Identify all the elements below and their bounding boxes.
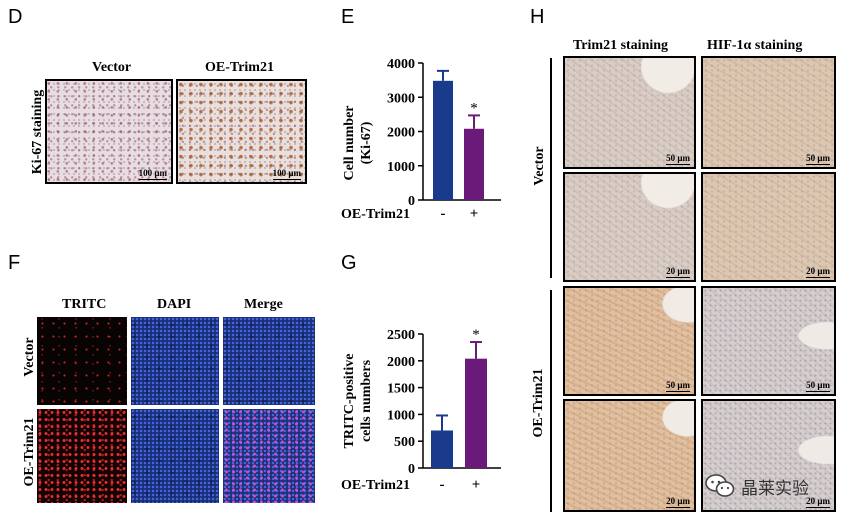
chart-e-bar-0 [433,80,453,200]
f-row-vector: Vector [22,337,37,377]
chart-g: TRITC-positive cells numbers 0 500 1000 150… [341,327,501,493]
f-oe-tritc-image [37,409,127,503]
chart-g-bar-0 [431,430,453,468]
chart-g-bar-1 [465,358,487,468]
f-vector-dapi-image [131,317,219,405]
f-vector-tritc-image [37,317,127,405]
h-oe-bracket [550,290,552,512]
chart-e-bar-1 [464,128,484,200]
chart-g-ylabel-line1: TRITC-positive [342,354,357,449]
panel-letter-e: E [341,6,355,28]
h-col-hif: HIF-1α staining [707,38,803,53]
chart-e-category-0: - [441,206,446,222]
chart-g-sig-1: * [472,327,480,343]
h-group-vector: Vector [532,146,547,186]
d-oe-image: 100 μm [176,79,307,184]
h-scale-5: 50 μm [666,379,690,390]
chart-e: Cell number (Ki-67) 0 1000 2000 3000 4000 - *… [341,57,501,222]
chart-e-category-1: + [470,206,479,222]
chart-e-ytick-label-2: 2000 [387,126,415,141]
chart-g-ylabel-line2: cells numbers [359,359,374,442]
d-vector-image: 100 μm [45,79,173,184]
chart-e-xlabel: OE-Trim21 [341,207,410,222]
h-scale-1: 50 μm [666,152,690,163]
h-scale-2: 50 μm [806,152,830,163]
d-scale-bar-label-2: 100 μm [272,167,301,178]
chart-g-ytick-label-1: 500 [394,435,415,450]
f-oe-dapi-image [131,409,219,503]
panel-letter-h: H [530,6,545,28]
panel-letter-f: F [8,252,21,274]
d-scale-bar-1: 100 μm [138,167,167,180]
chart-e-ytick-label-4: 4000 [387,57,415,72]
h-scale-3: 20 μm [666,265,690,276]
h-scale-8: 20 μm [806,495,830,506]
panel-letter-g: G [341,252,357,274]
chart-g-ytick-label-0: 0 [408,462,415,477]
chart-e-sig-1: * [470,100,478,116]
d-scale-bar-label-1: 100 μm [138,167,167,178]
h-oe-trim21-50: 50 μm [563,286,696,396]
d-row-label: Ki-67 staining [30,89,45,175]
chart-g-category-0: - [440,477,445,493]
d-scale-bar-2: 100 μm [272,167,301,180]
h-vector-trim21-50: 50 μm [563,56,696,169]
f-col-merge: Merge [244,297,283,312]
chart-g-ytick-label-3: 1500 [387,382,415,397]
chart-g-ytick-label-2: 1000 [387,408,415,423]
h-scale-6: 50 μm [806,379,830,390]
d-col-oe: OE-Trim21 [205,60,274,75]
chart-e-ylabel-line1: Cell number [342,105,357,180]
panel-letter-d: D [8,6,23,28]
f-col-tritc: TRITC [62,297,107,312]
chart-g-ytick-label-4: 2000 [387,355,415,370]
chart-g-ylabel: TRITC-positive cells numbers [342,354,374,449]
h-vector-hif-20: 20 μm [701,172,836,282]
watermark-text: 晶莱实验 [741,478,809,499]
chart-e-ytick-label-1: 1000 [387,160,415,175]
chart-e-ytick-label-0: 0 [408,194,415,209]
chart-e-ylabel-line2: (Ki-67) [359,121,374,164]
h-col-trim21: Trim21 staining [573,38,669,53]
h-group-oe: OE-Trim21 [531,368,546,438]
h-oe-trim21-20: 20 μm [563,399,696,512]
f-row-oe: OE-Trim21 [22,417,37,487]
chart-g-xlabel: OE-Trim21 [341,478,410,493]
h-vector-hif-50: 50 μm [701,56,836,169]
h-oe-hif-50: 50 μm [701,286,836,396]
chart-g-category-1: + [472,477,481,493]
watermark: 晶莱实验 [705,473,809,499]
h-scale-4: 20 μm [806,265,830,276]
d-col-vector: Vector [92,60,132,75]
f-col-dapi: DAPI [157,297,192,312]
f-vector-merge-image [223,317,315,405]
f-oe-merge-image [223,409,315,503]
wechat-icon [705,474,735,497]
chart-e-ytick-label-3: 3000 [387,91,415,106]
h-vector-bracket [550,58,552,278]
h-vector-trim21-20: 20 μm [563,172,696,282]
chart-g-ytick-label-5: 2500 [387,328,415,343]
chart-e-ylabel: Cell number (Ki-67) [342,105,374,180]
h-scale-7: 20 μm [666,495,690,506]
